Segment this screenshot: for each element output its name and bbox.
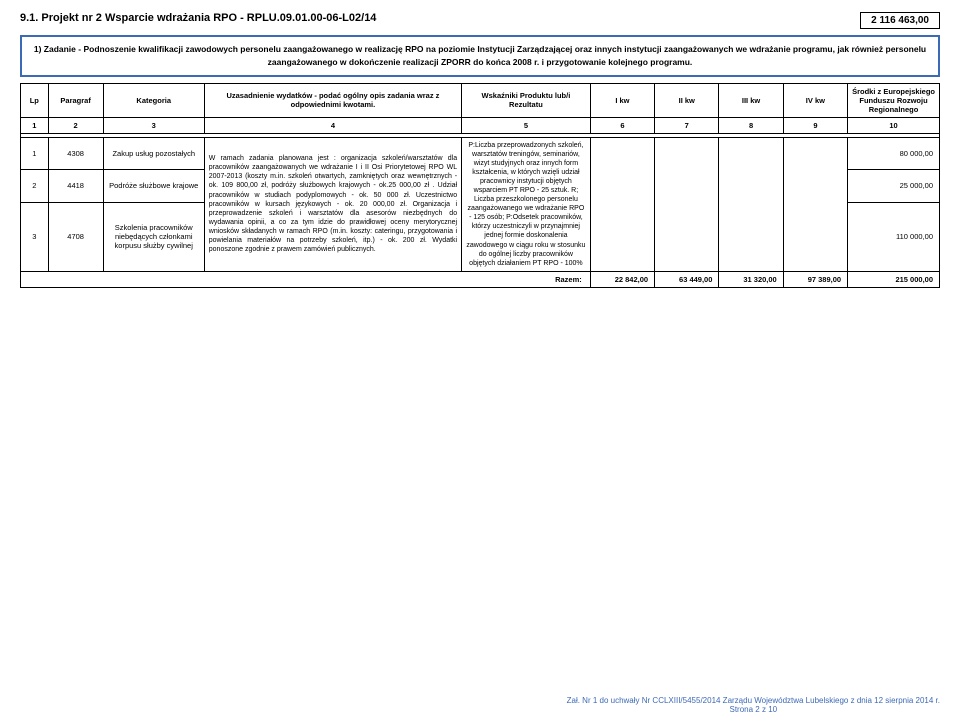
numhead-7: 7	[655, 117, 719, 133]
col-kw2: II kw	[655, 83, 719, 117]
col-paragraf: Paragraf	[48, 83, 103, 117]
header-row: 9.1. Projekt nr 2 Wsparcie wdrażania RPO…	[20, 12, 940, 29]
col-lp: Lp	[21, 83, 49, 117]
summary-label: Razem:	[21, 271, 591, 287]
cell-kw4	[783, 137, 847, 271]
footer-line2: Strona 2 z 10	[567, 705, 940, 714]
numhead-3: 3	[103, 117, 204, 133]
numhead-10: 10	[848, 117, 940, 133]
footer-line1: Zał. Nr 1 do uchwały Nr CCLXIII/5455/201…	[567, 696, 940, 705]
cell-kategoria: Podróże służbowe krajowe	[103, 170, 204, 203]
main-table: Lp Paragraf Kategoria Uzasadnienie wydat…	[20, 83, 940, 288]
col-kw4: IV kw	[783, 83, 847, 117]
col-uzasadnienie: Uzasadnienie wydatków - podać ogólny opi…	[204, 83, 461, 117]
cell-lp: 1	[21, 137, 49, 170]
cell-paragraf: 4708	[48, 202, 103, 271]
table-row: 1 4308 Zakup usług pozostałych W ramach …	[21, 137, 940, 170]
numeric-header-row: 1 2 3 4 5 6 7 8 9 10	[21, 117, 940, 133]
summary-kw3: 31 320,00	[719, 271, 783, 287]
cell-paragraf: 4308	[48, 137, 103, 170]
cell-justification: W ramach zadania planowana jest : organi…	[204, 137, 461, 271]
cell-kw2	[655, 137, 719, 271]
numhead-8: 8	[719, 117, 783, 133]
numhead-1: 1	[21, 117, 49, 133]
col-kw1: I kw	[590, 83, 654, 117]
numhead-2: 2	[48, 117, 103, 133]
col-wskazniki: Wskaźniki Produktu lub/i Rezultatu	[462, 83, 591, 117]
summary-row: Razem: 22 842,00 63 449,00 31 320,00 97 …	[21, 271, 940, 287]
project-title: 9.1. Projekt nr 2 Wsparcie wdrażania RPO…	[20, 12, 376, 24]
column-header-row: Lp Paragraf Kategoria Uzasadnienie wydat…	[21, 83, 940, 117]
col-srodki: Środki z Europejskiego Funduszu Rozwoju …	[848, 83, 940, 117]
numhead-4: 4	[204, 117, 461, 133]
cell-kw3	[719, 137, 783, 271]
summary-total: 215 000,00	[848, 271, 940, 287]
cell-result: P:Liczba przeprowadzonych szkoleń, warsz…	[462, 137, 591, 271]
cell-srodki: 25 000,00	[848, 170, 940, 203]
summary-kw4: 97 389,00	[783, 271, 847, 287]
total-amount-box: 2 116 463,00	[860, 12, 940, 29]
cell-srodki: 110 000,00	[848, 202, 940, 271]
summary-kw1: 22 842,00	[590, 271, 654, 287]
cell-kategoria: Szkolenia pracowników niebędących członk…	[103, 202, 204, 271]
footer: Zał. Nr 1 do uchwały Nr CCLXIII/5455/201…	[567, 696, 940, 714]
col-kategoria: Kategoria	[103, 83, 204, 117]
numhead-5: 5	[462, 117, 591, 133]
cell-kategoria: Zakup usług pozostałych	[103, 137, 204, 170]
task-description-box: 1) Zadanie - Podnoszenie kwalifikacji za…	[20, 35, 940, 77]
cell-srodki: 80 000,00	[848, 137, 940, 170]
cell-paragraf: 4418	[48, 170, 103, 203]
cell-kw1	[590, 137, 654, 271]
summary-kw2: 63 449,00	[655, 271, 719, 287]
numhead-9: 9	[783, 117, 847, 133]
numhead-6: 6	[590, 117, 654, 133]
cell-lp: 2	[21, 170, 49, 203]
col-kw3: III kw	[719, 83, 783, 117]
cell-lp: 3	[21, 202, 49, 271]
